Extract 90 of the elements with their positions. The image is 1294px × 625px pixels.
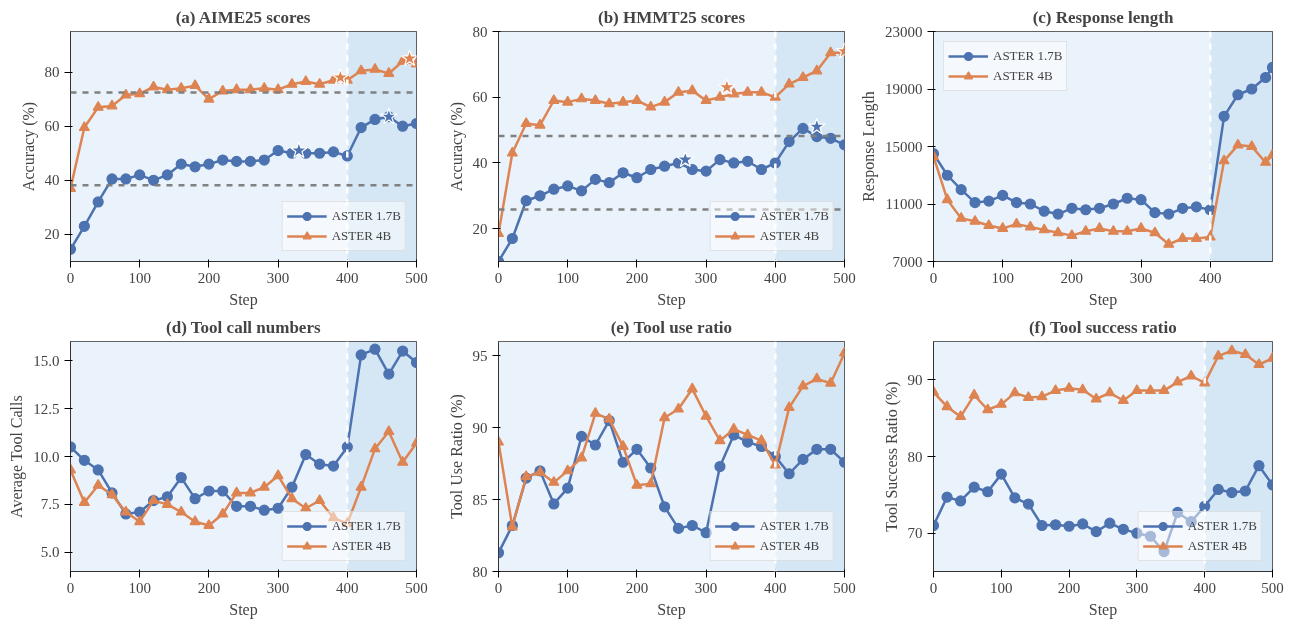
x-tick-label: 100 (128, 269, 151, 286)
x-tick-label: 100 (991, 269, 1014, 286)
x-tick-label: 300 (1125, 579, 1149, 596)
x-tick-label: 400 (336, 269, 359, 286)
x-tick-label: 100 (990, 579, 1013, 596)
x-tick-label: 200 (625, 579, 649, 596)
legend-label: ASTER 4B (331, 228, 392, 244)
x-tick-label: 500 (405, 269, 428, 286)
x-tick-label: 200 (197, 269, 221, 286)
x-tick-label: 500 (1261, 579, 1284, 596)
x-tick-label: 300 (694, 269, 718, 286)
legend-label: ASTER 1.7B (331, 208, 401, 224)
x-tick-label: 100 (128, 579, 151, 596)
y-axis-title: Accuracy (%) (19, 101, 38, 192)
x-axis-title: Step (657, 290, 686, 309)
x-tick-label: 0 (929, 269, 938, 286)
x-tick-label: 400 (764, 579, 787, 596)
y-tick-label: 15.0 (33, 352, 60, 369)
legend-label: ASTER 4B (993, 68, 1053, 84)
x-tick-label: 200 (1060, 269, 1084, 286)
y-tick-label: 40 (472, 154, 488, 171)
y-tick-label: 70 (907, 525, 923, 542)
y-axis-title: Accuracy (%) (447, 101, 466, 192)
legend-label: ASTER 1.7B (759, 518, 829, 534)
y-tick-label: 90 (907, 371, 923, 388)
y-tick-label: 95 (472, 347, 488, 364)
x-axis-title: Step (657, 600, 686, 619)
x-tick-label: 200 (625, 269, 649, 286)
y-tick-label: 23000 (885, 23, 923, 40)
x-tick-label: 200 (197, 579, 221, 596)
y-tick-label: 80 (44, 64, 60, 81)
legend-label: ASTER 1.7B (1187, 518, 1257, 534)
y-tick-label: 7000 (892, 253, 923, 270)
y-tick-label: 90 (472, 419, 488, 436)
x-tick-label: 500 (833, 579, 856, 596)
chart-title: (c) Response length (1032, 7, 1174, 27)
y-axis-title: Tool Success Ratio (%) (882, 381, 901, 532)
y-tick-label: 19000 (885, 81, 923, 97)
legend-label: ASTER 4B (1187, 538, 1248, 554)
legend-label: ASTER 4B (331, 538, 392, 554)
legend-label: ASTER 4B (759, 538, 820, 554)
y-tick-label: 10.0 (33, 448, 60, 465)
chart-title: (f) Tool success ratio (1028, 317, 1177, 337)
legend-label: ASTER 1.7B (759, 208, 829, 224)
y-tick-label: 15000 (885, 138, 923, 155)
y-tick-label: 12.5 (33, 400, 60, 417)
y-tick-label: 40 (44, 172, 60, 189)
legend-label: ASTER 4B (759, 228, 820, 244)
y-tick-label: 60 (44, 118, 60, 135)
x-tick-label: 0 (66, 269, 75, 286)
x-tick-label: 100 (556, 269, 579, 286)
legend-label: ASTER 1.7B (993, 48, 1063, 64)
x-tick-label: 300 (694, 579, 718, 596)
chart-title: (e) Tool use ratio (610, 317, 733, 337)
x-tick-label: 400 (764, 269, 787, 286)
legend-label: ASTER 1.7B (331, 518, 401, 534)
x-tick-label: 500 (833, 269, 856, 286)
y-tick-label: 80 (472, 563, 488, 580)
x-axis-title: Step (229, 290, 258, 309)
y-tick-label: 85 (472, 491, 488, 508)
y-tick-label: 60 (472, 89, 488, 106)
x-tick-label: 300 (266, 579, 290, 596)
x-axis-title: Step (1088, 600, 1118, 619)
x-tick-label: 500 (405, 579, 428, 596)
x-tick-label: 400 (336, 579, 359, 596)
x-tick-label: 0 (66, 579, 75, 596)
x-tick-label: 300 (266, 269, 290, 286)
x-tick-label: 400 (1193, 579, 1216, 596)
y-tick-label: 20 (44, 226, 60, 243)
x-tick-label: 0 (494, 579, 503, 596)
x-axis-title: Step (1088, 290, 1118, 309)
y-axis-title: Average Tool Calls (8, 395, 27, 518)
x-tick-label: 100 (556, 579, 579, 596)
y-tick-label: 20 (472, 220, 488, 237)
y-axis-title: Tool Use Ratio (%) (447, 394, 466, 519)
y-tick-label: 7.5 (40, 496, 60, 513)
y-tick-label: 80 (907, 448, 923, 465)
chart-title: (a) AIME25 scores (175, 7, 311, 27)
y-tick-label: 80 (472, 23, 488, 40)
chart-title: (d) Tool call numbers (166, 317, 321, 337)
y-tick-label: 11000 (885, 196, 923, 212)
y-tick-label: 5.0 (40, 544, 60, 561)
x-tick-label: 200 (1057, 579, 1081, 596)
x-tick-label: 400 (1198, 269, 1222, 286)
x-tick-label: 0 (494, 269, 503, 286)
x-tick-label: 0 (929, 579, 938, 596)
x-tick-label: 300 (1129, 269, 1153, 286)
x-axis-title: Step (229, 600, 258, 619)
chart-title: (b) HMMT25 scores (598, 7, 746, 27)
y-axis-title: Response Length (860, 91, 878, 202)
